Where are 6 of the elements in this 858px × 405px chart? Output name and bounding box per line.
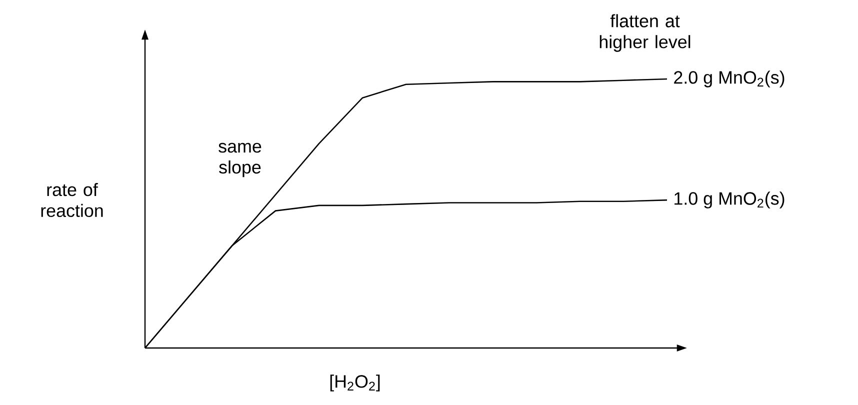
text: flatten at higher level <box>600 14 690 52</box>
series-label: 1.0 g MnO$_{2}$(s) <box>674 192 784 208</box>
x-axis-title: [H$_{2}$O$_{2}$] <box>330 374 380 392</box>
series-label: 2.0 g MnO$_{2}$(s) <box>674 70 784 88</box>
y-axis-title: rate of reaction <box>41 182 103 218</box>
annotation: same slope <box>218 142 262 178</box>
